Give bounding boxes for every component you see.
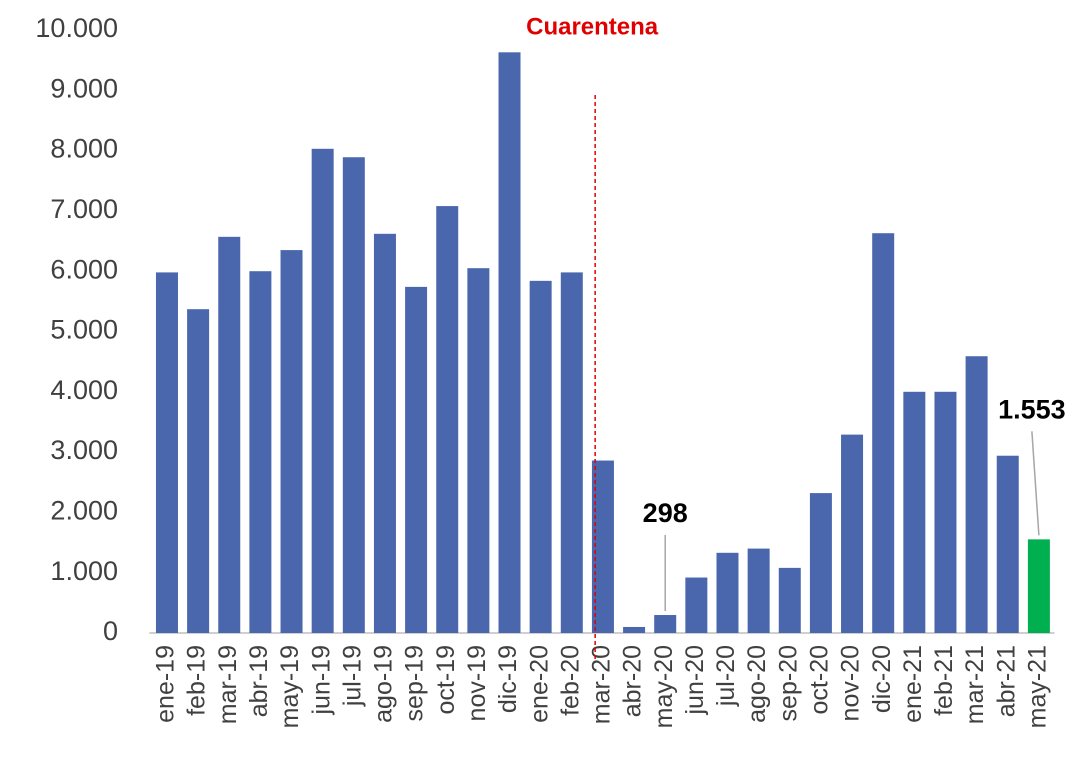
bar (872, 233, 895, 633)
annotation-label: Cuarentena (526, 13, 659, 40)
bar (187, 309, 210, 633)
y-tick-label: 4.000 (50, 375, 118, 405)
bar (280, 250, 303, 633)
bar (498, 52, 521, 634)
x-tick-label: abr-21 (992, 645, 1020, 717)
bar (591, 460, 614, 633)
y-tick-label: 8.000 (50, 134, 118, 164)
y-tick-label: 9.000 (50, 73, 118, 103)
bar (716, 552, 739, 633)
data-label: 298 (643, 498, 688, 528)
bar (373, 233, 396, 633)
y-tick-label: 6.000 (50, 254, 118, 284)
y-tick-label: 2.000 (50, 496, 118, 526)
x-tick-label: feb-21 (930, 645, 958, 716)
x-tick-label: mar-21 (961, 645, 989, 724)
x-tick-label: sep-19 (401, 645, 429, 721)
x-tick-label: ene-20 (525, 645, 553, 723)
x-tick-label: may-20 (650, 645, 678, 728)
bar (934, 391, 957, 633)
bar (685, 577, 708, 633)
data-label: 1.553 (998, 394, 1066, 424)
x-tick-label: jul-20 (712, 645, 740, 707)
bar (529, 280, 552, 633)
x-tick-label: may-19 (276, 645, 304, 728)
x-tick-label: mar-20 (588, 645, 616, 724)
x-tick-label: ene-19 (152, 645, 180, 723)
x-tick-label: nov-20 (837, 645, 865, 721)
x-tick-label: abr-19 (245, 645, 273, 717)
bar (560, 272, 583, 633)
bar (747, 548, 770, 633)
x-tick-label: ago-20 (743, 645, 771, 723)
x-tick-label: feb-20 (556, 645, 584, 716)
x-tick-label: jun-19 (307, 645, 335, 716)
y-tick-label: 5.000 (50, 315, 118, 345)
x-tick-label: ago-19 (370, 645, 398, 723)
bar (654, 615, 677, 633)
x-tick-label: ene-21 (899, 645, 927, 723)
bar (809, 493, 832, 633)
bar (903, 391, 926, 633)
x-tick-label: oct-19 (432, 645, 460, 714)
x-tick-label: dic-19 (494, 645, 522, 713)
bar (778, 567, 801, 633)
bar (467, 268, 490, 633)
bar (155, 272, 178, 633)
x-tick-label: may-21 (1023, 645, 1051, 728)
x-tick-label: oct-20 (806, 645, 834, 714)
y-tick-label: 7.000 (50, 194, 118, 224)
bar (996, 455, 1019, 633)
x-tick-label: dic-20 (868, 645, 896, 713)
x-tick-label: jun-20 (681, 645, 709, 716)
x-tick-label: mar-19 (214, 645, 242, 724)
x-tick-label: feb-19 (183, 645, 211, 716)
y-tick-label: 0 (103, 616, 118, 646)
bar (249, 271, 272, 633)
bar (965, 356, 988, 633)
bar (436, 206, 459, 634)
y-tick-label: 1.000 (50, 556, 118, 586)
bar (218, 236, 241, 634)
y-tick-label: 10.000 (35, 13, 118, 43)
bar (311, 148, 334, 633)
x-tick-label: nov-19 (463, 645, 491, 721)
y-tick-label: 3.000 (50, 435, 118, 465)
bar (405, 286, 428, 633)
x-tick-label: abr-20 (619, 645, 647, 717)
bar (342, 157, 365, 633)
x-tick-label: sep-20 (774, 645, 802, 721)
leader-line (1031, 431, 1040, 536)
bar (1027, 539, 1050, 633)
bar (623, 626, 646, 633)
x-tick-label: jul-19 (338, 645, 366, 707)
bar (841, 434, 864, 633)
